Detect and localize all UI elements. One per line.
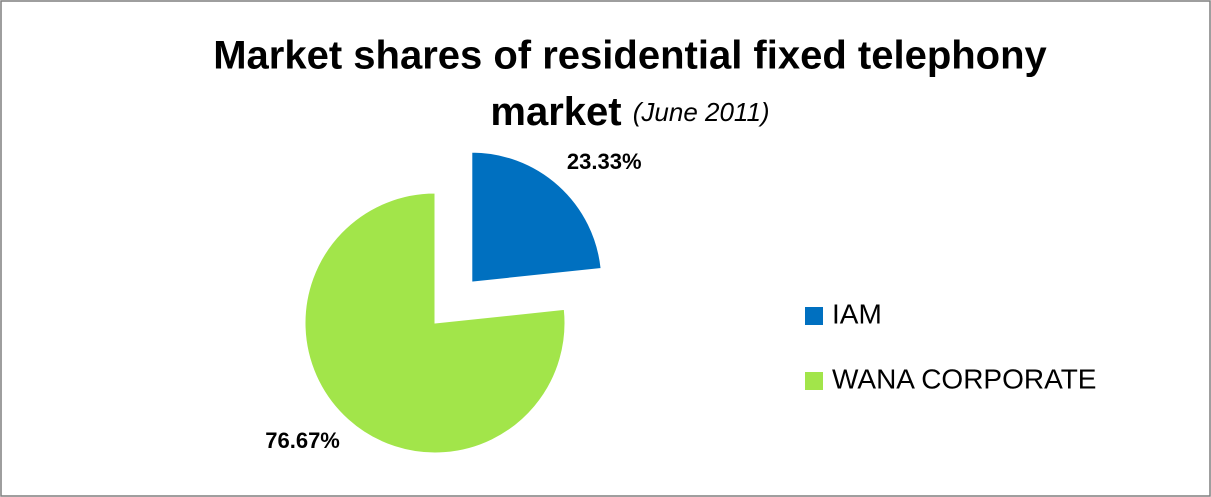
value-label: 76.67%	[265, 428, 340, 453]
chart-title-continued: market	[490, 90, 621, 134]
pie-slice	[304, 192, 566, 454]
chart-title: Market shares of residential fixed telep…	[213, 34, 1047, 78]
value-label: 23.33%	[567, 149, 642, 174]
legend-swatch	[805, 372, 823, 390]
pie-slice	[471, 151, 602, 283]
legend-label: IAM	[832, 298, 882, 329]
legend-swatch	[805, 307, 823, 325]
chart-subtitle: (June 2011)	[633, 97, 770, 127]
legend-label: WANA CORPORATE	[832, 363, 1096, 394]
chart-title-line2: market (June 2011)	[490, 90, 769, 134]
